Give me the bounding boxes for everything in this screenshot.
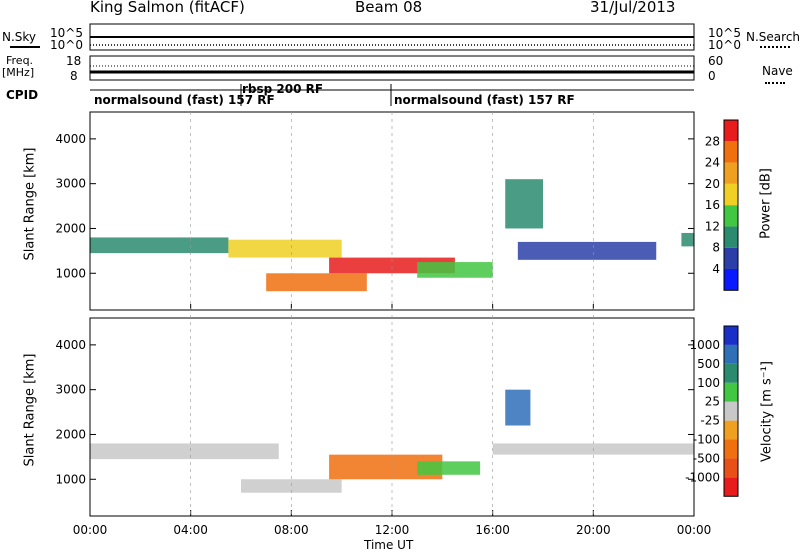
- cpid-segment-3: normalsound (fast) 157 RF: [394, 93, 575, 107]
- nave-tick-top: 60: [708, 54, 724, 68]
- power-y-label: Slant Range [km]: [22, 147, 38, 261]
- site-title: King Salmon (fitACF): [90, 0, 245, 16]
- power-band-7: [681, 232, 694, 247]
- power-heatmap: [90, 179, 694, 292]
- power-colorbar-label: Power [dB]: [758, 168, 774, 239]
- power-band-5: [505, 179, 543, 229]
- power-colorbar-swatch-1: [724, 247, 738, 269]
- time-x-axis: 00:00 04:00 08:00 12:00 16:00 20:00 00:00: [73, 112, 712, 537]
- nsearch-label: N.Search: [746, 30, 800, 44]
- velocity-colorbar-swatch-1: [724, 458, 738, 478]
- velocity-ytick-label-1: 2000: [55, 427, 86, 441]
- noise-tick-bottom: 10^0: [50, 38, 83, 52]
- power-band-0: [90, 237, 229, 254]
- velocity-ytick-label-3: 4000: [55, 338, 86, 352]
- freq-tick-top: 18: [66, 54, 82, 68]
- x-tick-label-1: 04:00: [173, 523, 208, 537]
- freq-label: Freq.: [6, 54, 34, 67]
- freq-tick-bottom: 8: [70, 69, 78, 83]
- power-colorbar-tick-4: 20: [705, 177, 720, 191]
- velocity-y-axis: 1000 2000 3000 4000: [55, 338, 694, 486]
- power-band-1: [228, 239, 342, 258]
- power-ytick-label-3: 4000: [55, 132, 86, 146]
- x-tick-label-2: 08:00: [274, 523, 309, 537]
- x-tick-label-0: 00:00: [73, 523, 108, 537]
- power-colorbar-swatch-6: [724, 141, 738, 163]
- power-colorbar-swatch-4: [724, 183, 738, 206]
- velocity-ytick-label-0: 1000: [55, 472, 86, 486]
- velocity-colorbar-tick-0: 1000: [689, 338, 720, 352]
- power-y-axis: 1000 2000 3000 4000: [55, 132, 694, 280]
- noise-tick-top: 10^5: [50, 26, 83, 40]
- power-band-6: [517, 241, 657, 260]
- power-band-2: [266, 273, 367, 292]
- velocity-ytick-label-2: 3000: [55, 383, 86, 397]
- velocity-band-4: [505, 389, 531, 426]
- nave-tick-bottom: 0: [708, 69, 716, 83]
- beam-title: Beam 08: [355, 0, 423, 16]
- date-title: 31/Jul/2013: [590, 0, 676, 16]
- power-colorbar-swatch-5: [724, 162, 738, 184]
- x-tick-label-5: 20:00: [576, 523, 611, 537]
- power-colorbar-tick-6: 28: [705, 134, 720, 148]
- freq-panel-frame: [89, 55, 695, 81]
- velocity-colorbar-swatch-4: [724, 401, 738, 421]
- velocity-colorbar-swatch-3: [724, 420, 738, 440]
- nsky-label: N.Sky: [2, 30, 37, 44]
- velocity-colorbar-swatch-5: [724, 382, 738, 402]
- x-axis-label: Time UT: [364, 538, 414, 552]
- nsky-legend-line: [10, 46, 40, 48]
- power-colorbar: 4 8 12 16 20 24 28: [705, 119, 739, 291]
- nave-label: Nave: [762, 64, 793, 78]
- x-tick-label-6: 00:00: [677, 523, 712, 537]
- x-tick-label-4: 16:00: [475, 523, 510, 537]
- power-ytick-label-2: 3000: [55, 177, 86, 191]
- velocity-colorbar-tick-4: -25: [700, 414, 720, 428]
- power-colorbar-tick-0: 4: [712, 262, 720, 276]
- velocity-colorbar-swatch-6: [724, 363, 738, 383]
- cpid-segment-2: rbsp 200 RF: [242, 82, 324, 96]
- power-colorbar-tick-2: 12: [705, 219, 720, 233]
- nave-legend-line: [765, 82, 785, 84]
- velocity-colorbar: 1000 500 100 25 -25 -100 -500 -1000: [685, 325, 739, 497]
- velocity-band-3: [417, 461, 481, 475]
- nsearch-legend-line: [760, 46, 790, 48]
- velocity-colorbar-swatch-7: [724, 344, 738, 364]
- velocity-colorbar-tick-1: 500: [697, 357, 720, 371]
- velocity-colorbar-tick-2: 100: [697, 376, 720, 390]
- velocity-colorbar-tick-3: 25: [705, 395, 720, 409]
- velocity-band-0: [90, 443, 279, 460]
- power-colorbar-tick-1: 8: [712, 241, 720, 255]
- velocity-panel-frame: [89, 317, 695, 517]
- noise-right-tick-bottom: 10^0: [708, 38, 741, 52]
- velocity-colorbar-swatch-2: [724, 439, 738, 459]
- velocity-y-label: Slant Range [km]: [22, 353, 38, 467]
- power-band-4: [417, 262, 493, 278]
- power-colorbar-frame: [723, 119, 739, 291]
- power-colorbar-swatch-7: [724, 120, 738, 142]
- power-colorbar-swatch-3: [724, 205, 738, 227]
- velocity-colorbar-frame: [723, 325, 739, 497]
- noise-right-tick-top: 10^5: [708, 26, 741, 40]
- freq-unit-label: [MHz]: [2, 66, 35, 79]
- velocity-colorbar-tick-7: -1000: [685, 470, 720, 484]
- velocity-colorbar-swatch-0: [724, 477, 738, 497]
- power-ytick-label-0: 1000: [55, 266, 86, 280]
- power-colorbar-tick-3: 16: [705, 198, 720, 212]
- power-colorbar-swatch-2: [724, 226, 738, 248]
- velocity-colorbar-tick-5: -100: [693, 433, 720, 447]
- power-colorbar-tick-5: 24: [705, 156, 720, 170]
- power-colorbar-swatch-0: [724, 268, 738, 291]
- power-ytick-label-1: 2000: [55, 221, 86, 235]
- cpid-segment-1: normalsound (fast) 157 RF: [94, 93, 275, 107]
- cpid-label: CPID: [6, 88, 39, 102]
- x-tick-label-3: 12:00: [375, 523, 410, 537]
- velocity-colorbar-label: Velocity [m s⁻¹]: [759, 361, 775, 462]
- velocity-colorbar-tick-6: -500: [693, 451, 720, 465]
- velocity-colorbar-swatch-8: [724, 326, 738, 345]
